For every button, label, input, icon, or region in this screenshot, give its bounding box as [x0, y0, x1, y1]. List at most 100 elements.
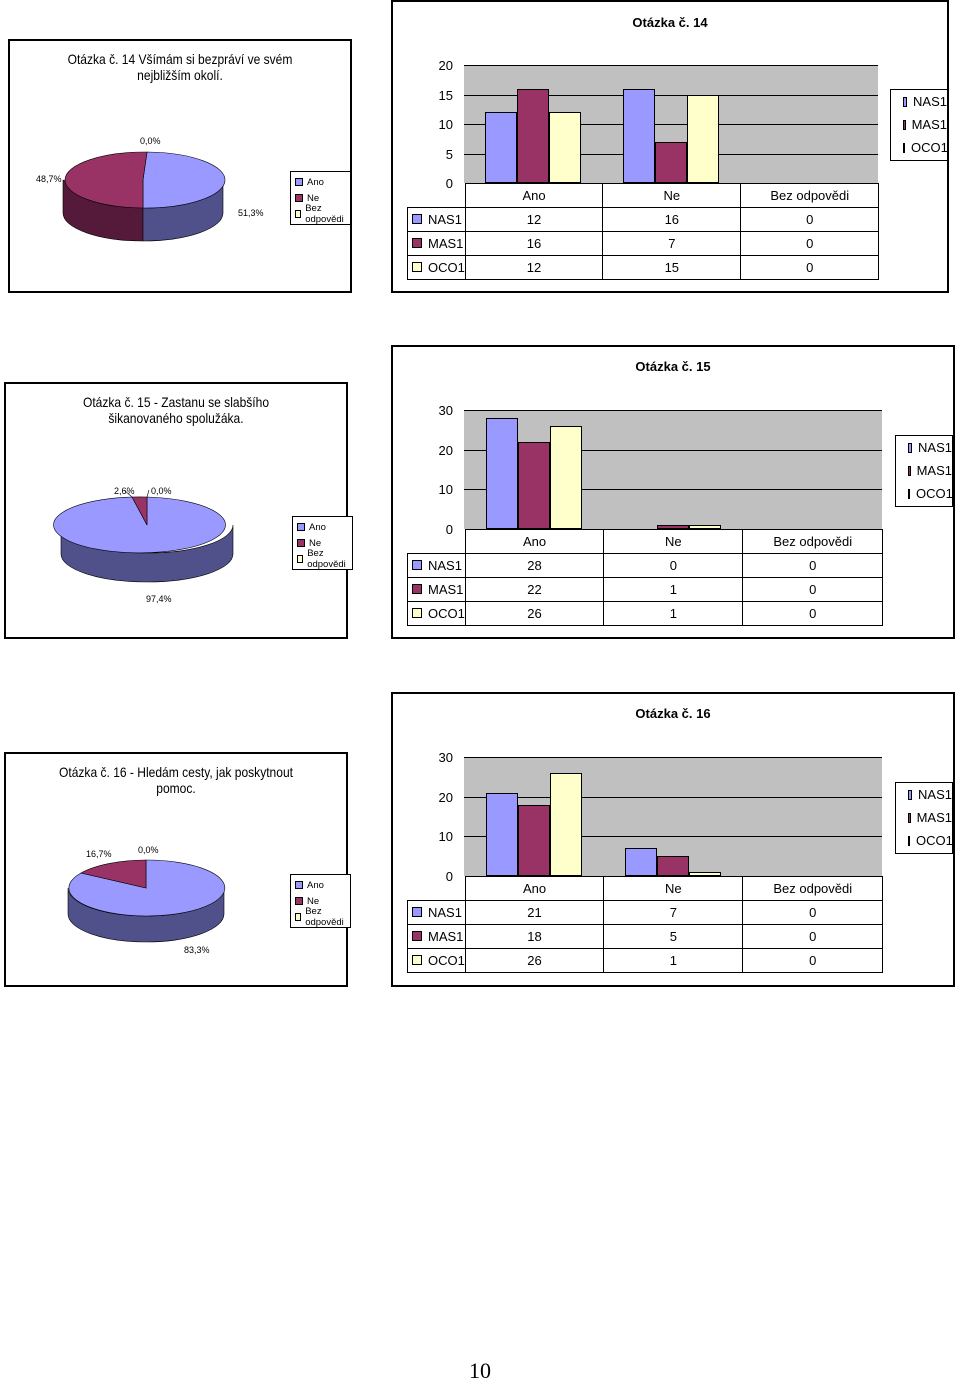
pie-label-ano: 97,4% [146, 594, 172, 604]
gridline [464, 489, 882, 491]
bar-mas1-0 [517, 441, 550, 529]
pie-graphic [67, 859, 226, 943]
category-label: Ne [602, 183, 742, 208]
data-cell: 0 [742, 601, 883, 626]
row-label: OCO1 [407, 948, 466, 973]
data-cell: 12 [464, 255, 604, 280]
row-label: NAS1 [407, 207, 466, 232]
category-label: Ano [464, 529, 605, 554]
gridline [464, 410, 882, 411]
bar-oco1-1 [689, 525, 722, 529]
pie-title: Otázka č. 16 - Hledám cesty, jak poskytn… [58, 764, 293, 796]
table-corner [407, 529, 466, 554]
pie-legend-bez: Bez odpovědi [297, 548, 348, 570]
pie-legend-ne: Ne [295, 893, 346, 909]
swatch-mas1 [412, 584, 422, 595]
swatch-bez [295, 210, 302, 218]
legend-nas1: NAS1 [896, 436, 952, 459]
pie-legend: Ano Ne Bez odpovědi [290, 171, 351, 225]
bar-chart-q15: Otázka č. 15 30 20 10 0 NAS1 MAS1 OCO1 A… [391, 345, 955, 639]
category-label: Ne [603, 529, 744, 554]
plot-area [464, 65, 878, 183]
swatch-nas1 [412, 560, 422, 571]
swatch-oco1 [908, 835, 910, 846]
pie-label-bez: 0,0% [140, 136, 161, 146]
data-cell: 0 [742, 553, 883, 578]
swatch-nas1 [412, 907, 422, 918]
swatch-bez [295, 913, 302, 921]
row-label: NAS1 [407, 900, 466, 925]
swatch-ne [295, 897, 303, 905]
gridline [464, 65, 878, 66]
page-number: 10 [469, 1358, 491, 1383]
category-label: Ano [464, 876, 605, 901]
gridline [464, 449, 882, 451]
y-tick: 10 [438, 482, 453, 497]
data-cell: 16 [464, 231, 604, 256]
row-label: MAS1 [407, 924, 466, 949]
data-cell: 22 [464, 577, 605, 602]
data-cell: 28 [464, 553, 605, 578]
swatch-ano [295, 178, 303, 186]
pie-legend-bez: Bez odpovědi [295, 906, 346, 928]
swatch-ne [295, 194, 303, 202]
swatch-oco1 [903, 142, 905, 153]
bar-oco1-0 [549, 772, 582, 876]
data-cell: 18 [464, 924, 605, 949]
y-tick: 10 [438, 829, 453, 844]
bar-oco1-1 [686, 94, 719, 183]
y-tick: 20 [438, 443, 453, 458]
data-cell: 0 [603, 553, 744, 578]
bar-mas1-0 [517, 88, 549, 183]
bar-oco1-1 [689, 872, 722, 876]
bar-mas1-1 [655, 141, 687, 183]
pie-legend: Ano Ne Bez odpovědi [290, 874, 351, 928]
plot-area [464, 410, 882, 529]
legend-oco1: OCO1 [896, 482, 953, 505]
pie-label-ne: 16,7% [86, 849, 112, 859]
chart-legend: NAS1 MAS1 OCO1 [890, 89, 948, 161]
bar-mas1-1 [656, 525, 689, 529]
swatch-oco1 [412, 608, 422, 619]
bar-mas1-1 [656, 856, 689, 876]
data-cell: 16 [602, 207, 742, 232]
swatch-mas1 [412, 238, 422, 249]
category-label: Bez odpovědi [742, 876, 883, 901]
swatch-oco1 [412, 955, 422, 966]
chart-title: Otázka č. 14 [632, 15, 708, 30]
gridline [464, 757, 882, 758]
y-tick: 20 [438, 58, 453, 73]
data-cell: 0 [742, 924, 883, 949]
legend-mas1: MAS1 [891, 113, 947, 136]
pie-title: Otázka č. 15 - Zastanu se slabšího šikan… [82, 394, 270, 426]
data-cell: 0 [742, 577, 883, 602]
data-cell: 7 [603, 900, 744, 925]
bar-nas1-0 [485, 417, 518, 529]
legend-nas1: NAS1 [891, 90, 947, 113]
bar-nas1-1 [623, 88, 656, 183]
data-cell: 0 [740, 231, 879, 256]
swatch-ne [297, 539, 305, 547]
data-cell: 15 [602, 255, 742, 280]
bar-chart-q16: Otázka č. 16 30 20 10 0 NAS1 MAS1 OCO1 A… [391, 692, 955, 987]
chart-legend: NAS1 MAS1 OCO1 [895, 782, 953, 854]
swatch-nas1 [903, 96, 908, 107]
pie-graphic [62, 151, 226, 242]
legend-mas1: MAS1 [896, 459, 952, 482]
pie-label-ne: 2,6% [114, 486, 135, 496]
bar-nas1-0 [485, 792, 518, 876]
pie-legend-ne: Ne [295, 190, 346, 206]
bar-oco1-0 [548, 112, 581, 183]
chart-title: Otázka č. 15 [635, 359, 711, 374]
data-cell: 0 [742, 948, 883, 973]
y-tick: 10 [438, 117, 453, 132]
data-table: Ano Ne Bez odpovědi NAS1 28 0 0 MAS1 22 … [407, 529, 883, 626]
data-cell: 0 [740, 255, 879, 280]
data-cell: 7 [602, 231, 742, 256]
pie-legend-ano: Ano [297, 519, 348, 535]
pie-label-ano: 83,3% [184, 945, 210, 955]
swatch-nas1 [908, 789, 913, 800]
row-label: MAS1 [407, 577, 466, 602]
pie-legend-ne: Ne [297, 535, 348, 551]
data-table: Ano Ne Bez odpovědi NAS1 21 7 0 MAS1 18 … [407, 876, 883, 973]
